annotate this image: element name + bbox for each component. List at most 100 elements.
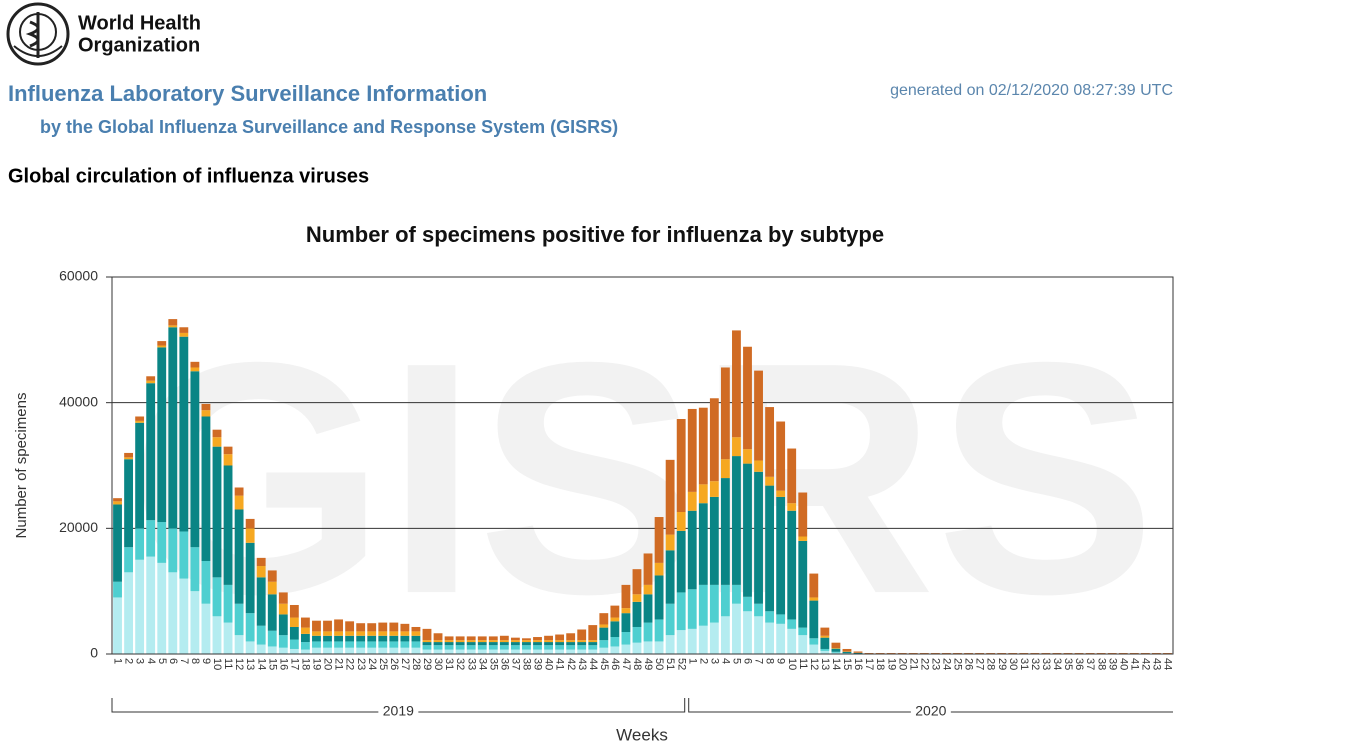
bar-segment bbox=[179, 579, 188, 654]
bar-segment bbox=[224, 454, 233, 465]
bar-segment bbox=[831, 652, 840, 653]
bar-segment bbox=[257, 558, 266, 566]
bar-segment bbox=[434, 650, 443, 654]
bar-segment bbox=[257, 645, 266, 654]
bar-segment bbox=[135, 421, 144, 423]
bar-segment bbox=[732, 604, 741, 654]
bar-segment bbox=[533, 637, 542, 640]
bar-segment bbox=[588, 645, 597, 649]
bar-segment bbox=[610, 637, 619, 646]
bar-segment bbox=[743, 464, 752, 597]
bar-segment bbox=[555, 645, 564, 649]
bar-segment bbox=[1064, 653, 1073, 654]
y-tick-label: 60000 bbox=[59, 268, 98, 284]
x-tick-label: 19 bbox=[311, 658, 323, 670]
bar-segment bbox=[544, 650, 553, 654]
x-tick-label: 6 bbox=[742, 658, 754, 664]
bar-segment bbox=[776, 422, 785, 491]
x-tick-label: 32 bbox=[454, 658, 466, 670]
bar-segment bbox=[423, 640, 432, 642]
bar-segment bbox=[599, 613, 608, 624]
x-tick-label: 21 bbox=[907, 658, 919, 670]
x-tick-label: 34 bbox=[1051, 658, 1063, 670]
x-tick-label: 25 bbox=[377, 658, 389, 670]
x-tick-label: 37 bbox=[1084, 658, 1096, 670]
bar-segment bbox=[356, 636, 365, 642]
bar-segment bbox=[334, 648, 343, 654]
bar-segment bbox=[334, 619, 343, 631]
x-tick-label: 42 bbox=[1139, 658, 1151, 670]
bar-segment bbox=[721, 616, 730, 654]
bar-segment bbox=[301, 650, 310, 654]
bar-segment bbox=[1086, 653, 1095, 654]
bar-segment bbox=[213, 430, 222, 438]
x-tick-label: 3 bbox=[134, 658, 146, 664]
bar-segment bbox=[599, 640, 608, 648]
x-tick-label: 36 bbox=[498, 658, 510, 670]
bar-segment bbox=[776, 497, 785, 614]
bar-segment bbox=[655, 619, 664, 641]
who-logo bbox=[8, 4, 68, 64]
bar-segment bbox=[224, 585, 233, 623]
bar-segment bbox=[953, 653, 962, 654]
bar-segment bbox=[312, 648, 321, 654]
bar-segment bbox=[489, 640, 498, 642]
section-heading: Global circulation of influenza viruses bbox=[8, 165, 369, 187]
bar-segment bbox=[688, 629, 697, 654]
bar-segment bbox=[754, 472, 763, 604]
bar-segment bbox=[809, 638, 818, 644]
bar-segment bbox=[721, 459, 730, 478]
bar-segment bbox=[776, 614, 785, 623]
bar-segment bbox=[500, 636, 509, 640]
bar-segment bbox=[235, 604, 244, 635]
y-tick-label: 0 bbox=[90, 645, 98, 661]
x-tick-label: 31 bbox=[1018, 658, 1030, 670]
bar-segment bbox=[124, 547, 133, 572]
x-tick-label: 29 bbox=[421, 658, 433, 670]
bar-segment bbox=[456, 640, 465, 642]
bar-segment bbox=[334, 636, 343, 642]
bar-segment bbox=[456, 650, 465, 654]
bar-segment bbox=[599, 628, 608, 641]
bar-segment bbox=[478, 640, 487, 642]
bar-segment bbox=[577, 645, 586, 649]
bar-segment bbox=[544, 645, 553, 649]
bar-segment bbox=[644, 594, 653, 622]
bar-segment bbox=[445, 645, 454, 649]
bar-segment bbox=[566, 633, 575, 640]
bar-segment bbox=[1053, 653, 1062, 654]
bar-segment bbox=[113, 501, 122, 504]
x-tick-label: 10 bbox=[786, 658, 798, 670]
bar-segment bbox=[246, 528, 255, 542]
x-tick-label: 24 bbox=[366, 658, 378, 670]
bar-segment bbox=[688, 589, 697, 629]
bar-segment bbox=[997, 653, 1006, 654]
bar-segment bbox=[224, 623, 233, 654]
x-tick-label: 1 bbox=[686, 658, 698, 664]
bar-segment bbox=[113, 597, 122, 654]
bar-segment bbox=[489, 645, 498, 649]
bar-segment bbox=[301, 642, 310, 650]
bar-segment bbox=[445, 642, 454, 645]
bar-segment bbox=[124, 459, 133, 547]
bar-segment bbox=[809, 574, 818, 598]
bar-segment bbox=[710, 481, 719, 497]
bar-segment bbox=[345, 621, 354, 631]
bar-segment bbox=[323, 648, 332, 654]
bar-segment bbox=[489, 650, 498, 654]
bar-segment bbox=[854, 653, 863, 654]
x-tick-label: 15 bbox=[266, 658, 278, 670]
bar-segment bbox=[389, 648, 398, 654]
year-label: 2019 bbox=[383, 703, 414, 719]
bar-segment bbox=[511, 640, 520, 642]
bar-segment bbox=[467, 636, 476, 640]
x-axis-label: Weeks bbox=[616, 725, 668, 744]
x-tick-label: 15 bbox=[841, 658, 853, 670]
x-tick-label: 24 bbox=[941, 658, 953, 670]
bar-segment bbox=[655, 575, 664, 619]
bar-segment bbox=[522, 650, 531, 654]
bar-segment bbox=[312, 631, 321, 635]
x-tick-label: 1 bbox=[112, 658, 124, 664]
bar-segment bbox=[213, 447, 222, 578]
